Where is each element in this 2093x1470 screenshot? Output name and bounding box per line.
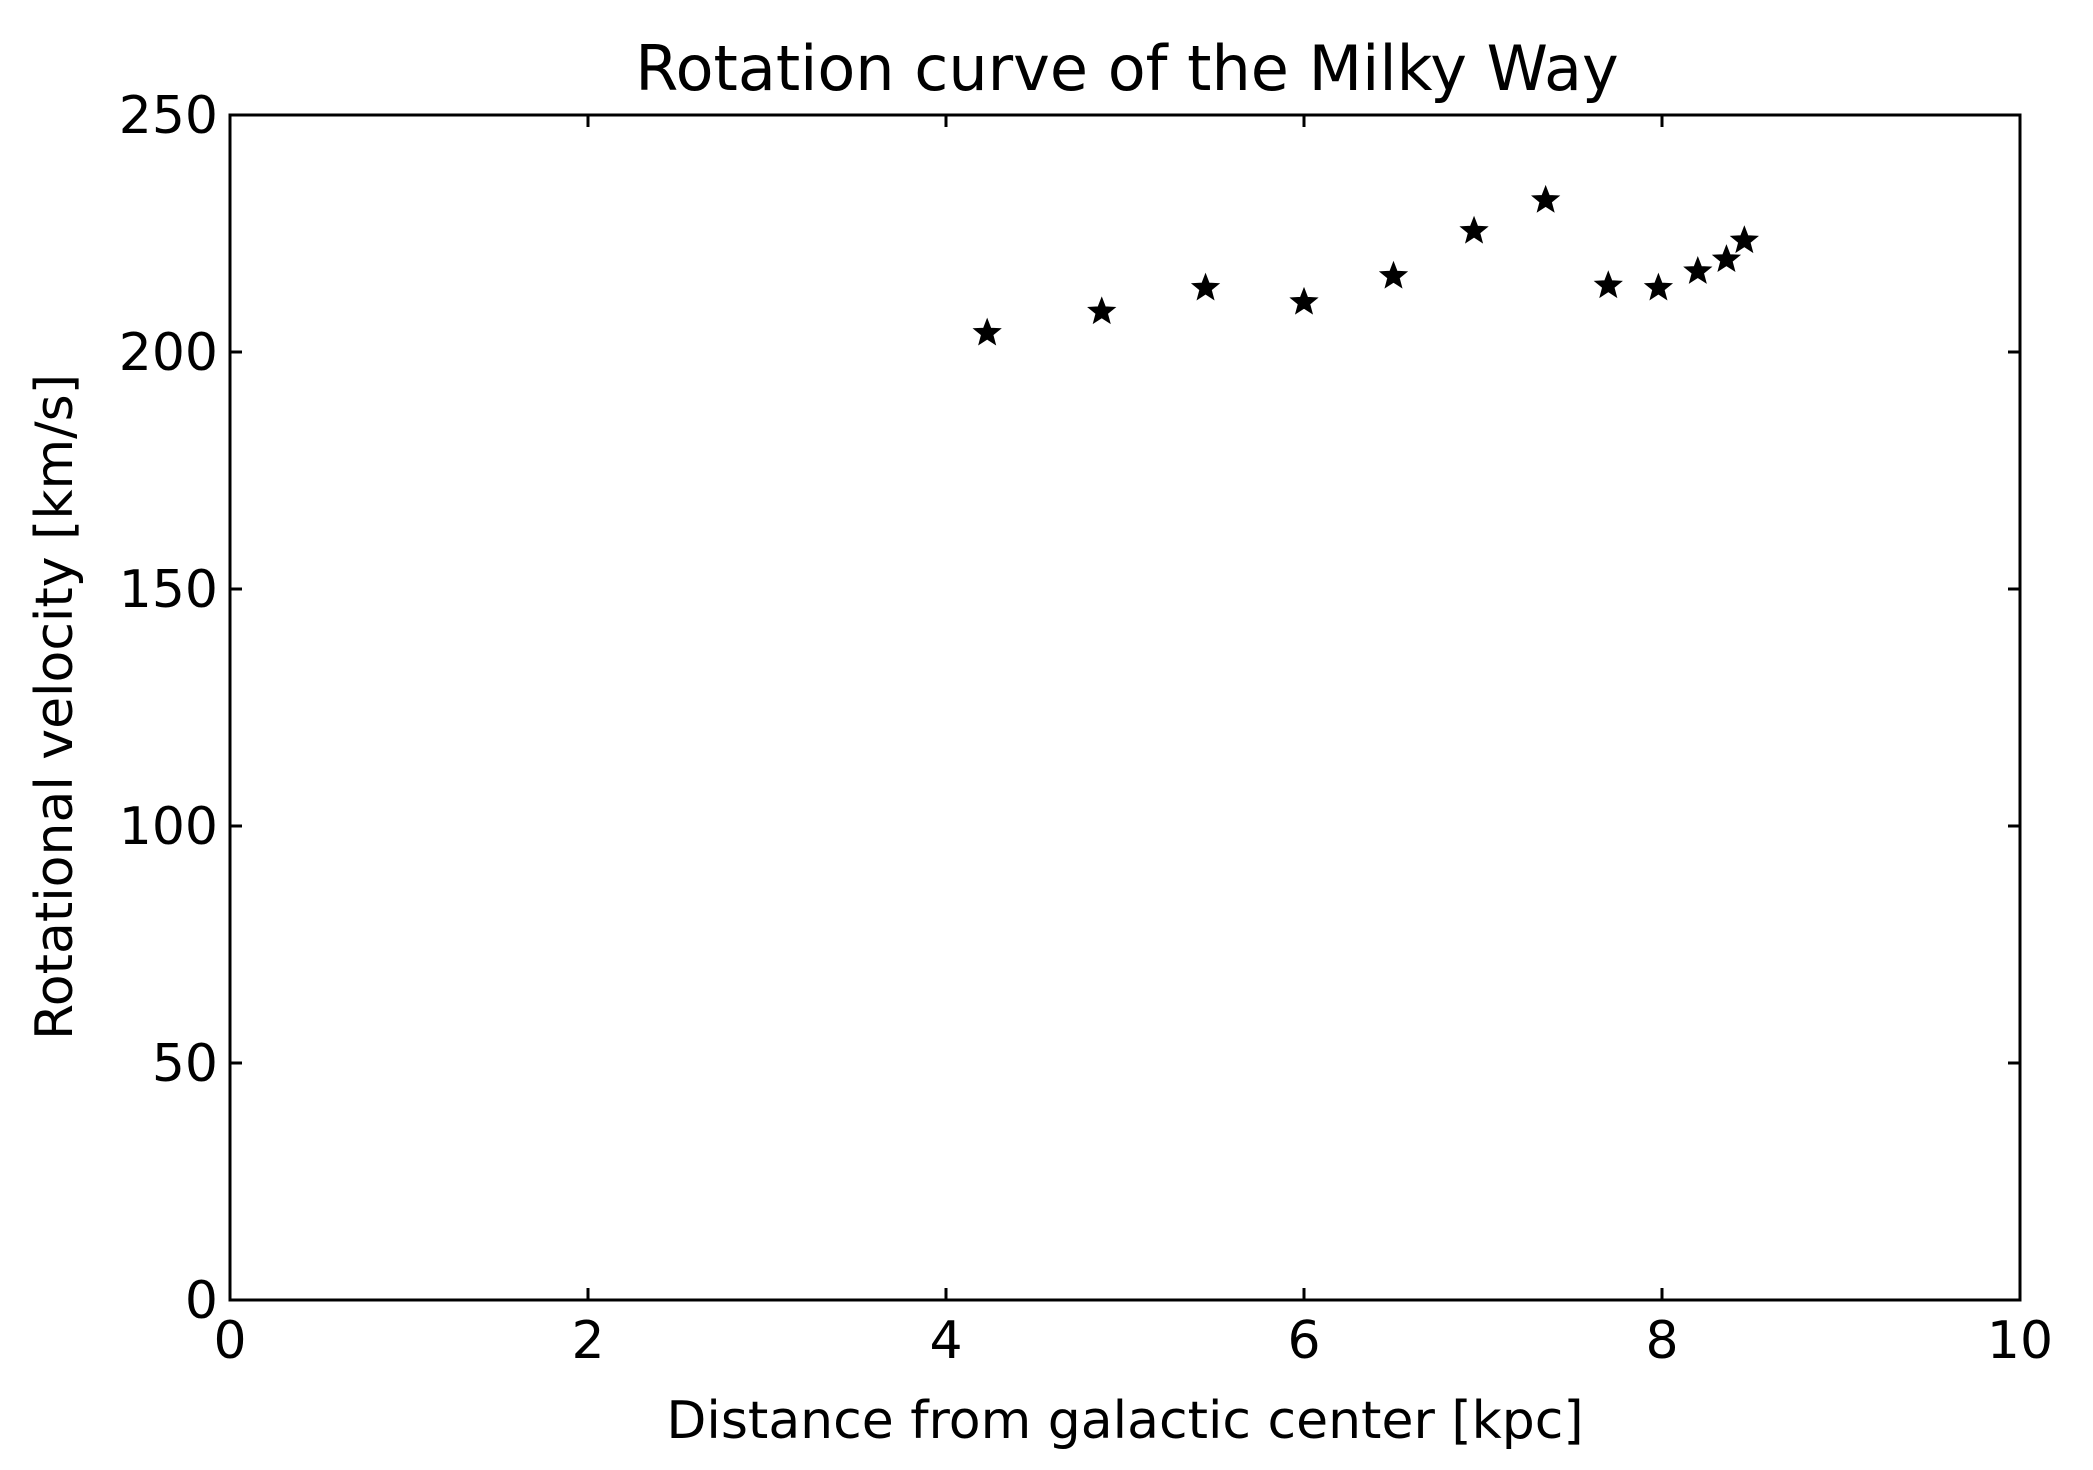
data-point-star <box>1531 184 1561 213</box>
data-markers <box>972 184 1759 346</box>
data-point-star <box>1683 256 1713 284</box>
x-tick-label: 0 <box>213 1311 246 1371</box>
x-tick-label: 6 <box>1287 1311 1320 1371</box>
data-point-star <box>972 317 1002 346</box>
y-tick-label: 100 <box>119 797 218 857</box>
chart-title: Rotation curve of the Milky Way <box>635 32 1618 105</box>
data-point-star <box>1378 260 1409 289</box>
data-point-star <box>1711 244 1742 273</box>
data-point-star <box>1289 286 1319 315</box>
y-tick-label: 150 <box>119 560 218 620</box>
plot-frame <box>228 113 2022 1302</box>
y-tick-label: 0 <box>185 1271 218 1331</box>
x-tick-label: 4 <box>929 1311 962 1371</box>
y-tick-label: 250 <box>119 86 218 146</box>
x-axis-ticks: 0 2 4 6 8 10 <box>213 115 2053 1371</box>
data-point-star <box>1729 225 1759 254</box>
x-tick-label: 2 <box>571 1311 604 1371</box>
y-tick-label: 200 <box>119 323 218 383</box>
y-axis-ticks: 0 50 100 150 200 250 <box>119 86 2020 1331</box>
x-tick-label: 8 <box>1645 1311 1678 1371</box>
data-point-star <box>1087 296 1117 325</box>
y-axis-label: Rotational velocity [km/s] <box>25 374 85 1040</box>
data-point-star <box>1459 215 1489 244</box>
x-tick-label: 10 <box>1987 1311 2053 1371</box>
data-point-star <box>1190 272 1221 301</box>
y-tick-label: 50 <box>152 1034 218 1094</box>
data-point-star <box>1593 270 1623 299</box>
x-axis-label: Distance from galactic center [kpc] <box>666 1391 1583 1451</box>
data-point-star <box>1643 272 1674 301</box>
